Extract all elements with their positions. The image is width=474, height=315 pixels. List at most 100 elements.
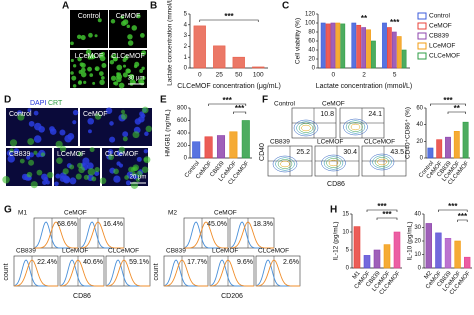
bracket bbox=[447, 111, 466, 114]
y-tick-label: 15 bbox=[342, 212, 349, 218]
cell bbox=[136, 13, 141, 19]
legend-label: CLCeMOF bbox=[429, 53, 460, 60]
cell bbox=[45, 180, 50, 185]
flow-label: Control bbox=[274, 101, 296, 108]
scale-label: 20 μm bbox=[130, 175, 147, 181]
cell bbox=[33, 110, 39, 116]
image-label: LCeMOF bbox=[57, 151, 85, 158]
panel-label: B bbox=[150, 1, 157, 12]
histogram-label: M1 bbox=[18, 210, 27, 217]
bar bbox=[192, 141, 201, 159]
bar bbox=[396, 36, 402, 69]
cell bbox=[101, 63, 107, 68]
bracket bbox=[438, 209, 468, 212]
cell bbox=[28, 152, 35, 158]
cell bbox=[105, 107, 113, 114]
crt-signal bbox=[55, 140, 63, 148]
panel-label: A bbox=[62, 1, 69, 12]
histogram-plot bbox=[255, 255, 301, 287]
bar bbox=[241, 120, 250, 159]
panel-label: F bbox=[262, 95, 268, 106]
cell bbox=[72, 120, 77, 125]
y-tick-label: 3 bbox=[184, 33, 188, 39]
y-axis-label: Cell viability (%) bbox=[295, 18, 302, 64]
histogram bbox=[163, 259, 208, 287]
cell bbox=[141, 75, 146, 81]
cell bbox=[83, 80, 87, 85]
histogram-plot bbox=[163, 255, 209, 287]
cell bbox=[127, 40, 134, 46]
histogram-plot bbox=[183, 217, 229, 249]
y-tick-label: 40 bbox=[416, 122, 423, 128]
cell bbox=[113, 175, 121, 183]
image-label: CB839 bbox=[9, 151, 31, 158]
y-tick-label: 120 bbox=[305, 12, 316, 18]
significance: *** bbox=[448, 202, 458, 211]
bar bbox=[353, 226, 361, 269]
gate-value: 16.4% bbox=[103, 221, 123, 228]
histogram-plot bbox=[209, 255, 255, 287]
cell bbox=[109, 59, 115, 65]
y-tick-label: 200 bbox=[177, 143, 188, 149]
histogram-label: CB839 bbox=[166, 248, 186, 255]
cell bbox=[59, 129, 66, 136]
histogram-label: M2 bbox=[168, 210, 177, 217]
x-tick-label: 0 bbox=[198, 72, 202, 79]
cell bbox=[116, 72, 122, 77]
y-tick-label: 60 bbox=[308, 39, 315, 45]
cell bbox=[140, 113, 146, 119]
bar bbox=[193, 25, 206, 69]
bar bbox=[464, 256, 471, 269]
crt-signal bbox=[143, 156, 151, 164]
cell bbox=[131, 25, 138, 31]
contour bbox=[293, 119, 319, 137]
contour bbox=[277, 159, 293, 169]
crt-signal bbox=[128, 166, 134, 173]
bar bbox=[393, 231, 401, 269]
legend-swatch bbox=[417, 32, 427, 40]
cell bbox=[134, 61, 140, 67]
cell bbox=[87, 117, 95, 125]
x-axis-label: CLCeMOF concentration (μg/mL) bbox=[177, 83, 281, 90]
cell bbox=[70, 58, 74, 62]
y-tick-label: 80 bbox=[308, 30, 315, 36]
cell bbox=[122, 19, 129, 25]
histogram bbox=[59, 259, 104, 287]
cell bbox=[118, 82, 125, 89]
crt-signal bbox=[99, 177, 107, 185]
significance: *** bbox=[443, 96, 453, 105]
histogram-label: CeMOF bbox=[64, 210, 87, 217]
cell bbox=[94, 67, 98, 71]
bracket bbox=[233, 111, 247, 114]
cell bbox=[82, 157, 90, 165]
x-tick-label: 2 bbox=[362, 72, 366, 79]
cell bbox=[64, 134, 72, 143]
cell bbox=[70, 41, 74, 46]
contour bbox=[323, 156, 344, 170]
cell bbox=[122, 72, 128, 78]
stain-label: CRT bbox=[48, 100, 63, 107]
x-tick-label: 5 bbox=[393, 72, 397, 79]
crt-signal bbox=[135, 177, 141, 183]
x-tick-label: 50 bbox=[235, 72, 243, 79]
cell bbox=[123, 55, 129, 61]
crt-signal bbox=[36, 169, 43, 176]
histogram bbox=[184, 221, 228, 249]
crt-signal bbox=[9, 148, 14, 153]
crt-signal bbox=[78, 166, 85, 174]
panel-label: D bbox=[4, 95, 11, 106]
cell bbox=[122, 131, 129, 138]
cell bbox=[143, 149, 148, 154]
y-tick-label: 0 bbox=[184, 156, 188, 162]
cell bbox=[114, 81, 119, 86]
bracket bbox=[430, 103, 466, 106]
cell bbox=[110, 75, 117, 81]
y-tick-label: 0 bbox=[312, 66, 316, 72]
cell bbox=[94, 171, 100, 176]
bar bbox=[252, 66, 265, 69]
bar bbox=[340, 23, 346, 69]
crt-signal bbox=[59, 145, 67, 153]
histogram-plot bbox=[79, 217, 125, 249]
cell bbox=[120, 15, 125, 20]
cell bbox=[59, 175, 67, 182]
